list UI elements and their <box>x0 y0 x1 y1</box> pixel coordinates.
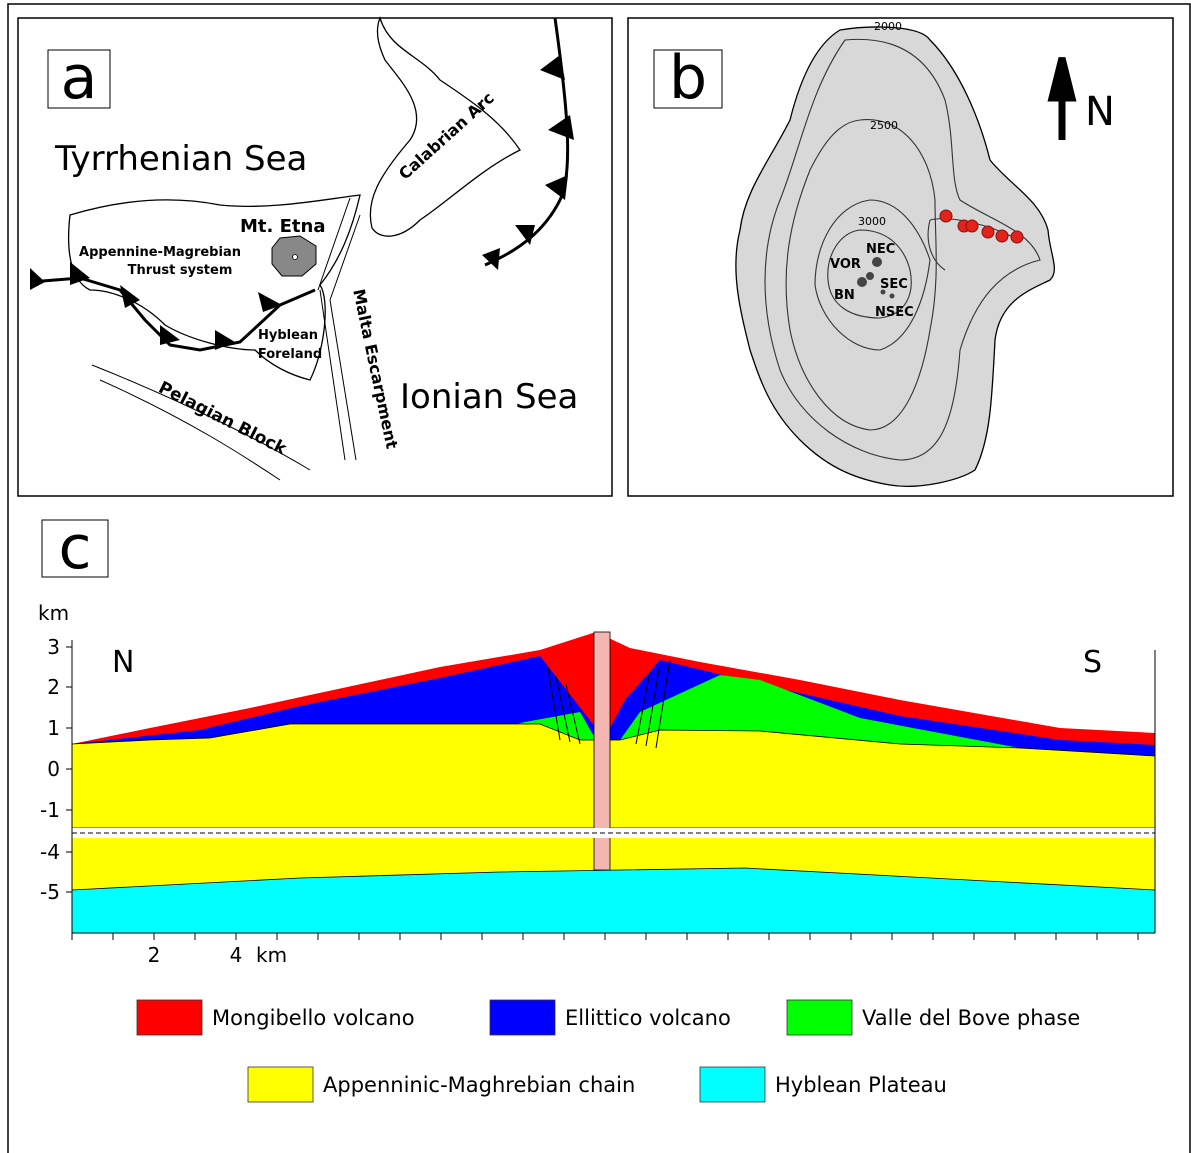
vent <box>966 220 978 232</box>
crater <box>866 272 874 280</box>
sea-label: Tyrrhenian Sea <box>54 139 307 179</box>
figure: a Tyrrhenian Sea Calabrian Arc Mt. Etna … <box>0 0 1191 1153</box>
contour-label: 2000 <box>874 20 902 33</box>
legend-label: Appenninic-Maghrebian chain <box>323 1073 635 1097</box>
x-unit: km <box>256 943 287 967</box>
contour-label: 2500 <box>870 119 898 132</box>
y-tick-label: -5 <box>40 880 60 904</box>
y-tick-label: 1 <box>47 716 60 740</box>
south-label: S <box>1083 645 1102 680</box>
legend-swatch <box>700 1067 765 1102</box>
y-tick-label: -1 <box>40 798 60 822</box>
thrust-label: Appennine-Magrebian <box>79 245 241 260</box>
legend-label: Hyblean Plateau <box>775 1073 947 1097</box>
y-tick-label: -4 <box>40 840 60 864</box>
vent <box>940 210 952 222</box>
legend-label: Valle del Bove phase <box>862 1006 1080 1030</box>
etna-label: Mt. Etna <box>240 216 325 237</box>
crater-label: NSEC <box>875 305 914 320</box>
panel-label: c <box>59 513 92 583</box>
y-tick-label: 3 <box>47 635 60 659</box>
panel-label: b <box>669 43 707 113</box>
thrust-label: Thrust system <box>128 263 233 278</box>
legend-swatch <box>490 1000 555 1035</box>
y-unit: km <box>38 601 69 625</box>
y-tick-label: 0 <box>47 757 60 781</box>
vent <box>1011 231 1023 243</box>
foreland-label: Hyblean <box>258 328 318 343</box>
north-label: N <box>1085 89 1115 135</box>
panel-a: a Tyrrhenian Sea Calabrian Arc Mt. Etna … <box>18 18 612 496</box>
legend-label: Ellittico volcano <box>565 1006 731 1030</box>
legend-swatch <box>248 1067 313 1102</box>
legend-swatch <box>137 1000 202 1035</box>
vent <box>982 226 994 238</box>
panel-label: a <box>61 43 98 113</box>
x-tick-label: 4 <box>230 943 243 967</box>
foreland-label: Foreland <box>258 347 322 362</box>
y-tick-label: 2 <box>47 675 60 699</box>
crater <box>890 294 895 299</box>
legend-label: Mongibello volcano <box>212 1006 415 1030</box>
etna-crater <box>293 255 298 260</box>
vent <box>996 230 1008 242</box>
crater <box>857 277 867 287</box>
crater-label: NEC <box>866 242 895 257</box>
contour-label: 3000 <box>858 215 886 228</box>
crater-label: SEC <box>880 277 908 292</box>
crater-label: BN <box>834 288 855 303</box>
legend-swatch <box>787 1000 852 1035</box>
x-tick-label: 2 <box>148 943 161 967</box>
y-ticks: 3 2 1 0 -1 -4 -5 <box>40 635 72 904</box>
crater-label: VOR <box>830 257 861 272</box>
panel-b: 2000 2500 3000 b N NEC VOR SEC BN NSEC <box>628 18 1173 496</box>
legend: Mongibello volcano Ellittico volcano Valle… <box>137 1000 1080 1102</box>
sea-label: Ionian Sea <box>400 377 578 417</box>
north-label: N <box>112 645 134 680</box>
crater <box>872 257 882 267</box>
